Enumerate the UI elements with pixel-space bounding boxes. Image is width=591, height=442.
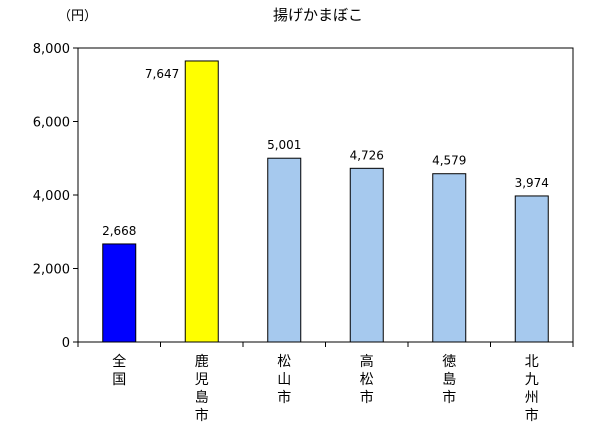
bar [267, 157, 302, 343]
bar-value-label: 5,001 [267, 138, 301, 152]
bar [514, 195, 549, 343]
bar-value-label: 2,668 [102, 224, 136, 238]
y-tick-label: 8,000 [33, 42, 70, 57]
bar-value-label: 7,647 [145, 67, 179, 81]
x-category-label: 高松市 [360, 353, 374, 406]
x-category-label: 北九州市 [525, 354, 539, 424]
y-tick-label: 6,000 [33, 116, 70, 131]
bar [102, 243, 137, 343]
x-category-label: 全国 [112, 353, 126, 388]
value-labels: 2,668 7,647 5,001 4,726 4,579 3,974 [102, 67, 549, 238]
plot-area [77, 47, 574, 343]
bar-value-label: 4,579 [432, 154, 466, 168]
bar [349, 167, 384, 343]
y-axis: 0 2,000 4,000 6,000 8,000 [33, 42, 78, 351]
y-axis-unit-label: （円） [58, 9, 97, 24]
x-category-label: 鹿児島市 [195, 353, 209, 424]
x-category-label: 徳島市 [442, 354, 456, 406]
y-tick-label: 2,000 [33, 263, 70, 278]
bar-value-label: 3,974 [515, 176, 549, 190]
bar-series [102, 60, 549, 343]
y-tick-label: 0 [62, 336, 70, 351]
bar-value-label: 4,726 [350, 148, 384, 162]
x-axis: 全国 鹿児島市 松山市 高松市 徳島市 北九州市 [77, 342, 574, 424]
bar [432, 173, 467, 343]
x-category-label: 松山市 [277, 354, 291, 406]
y-tick-label: 4,000 [33, 189, 70, 204]
chart-title: 揚げかまぼこ [273, 6, 363, 24]
bar [184, 60, 219, 343]
